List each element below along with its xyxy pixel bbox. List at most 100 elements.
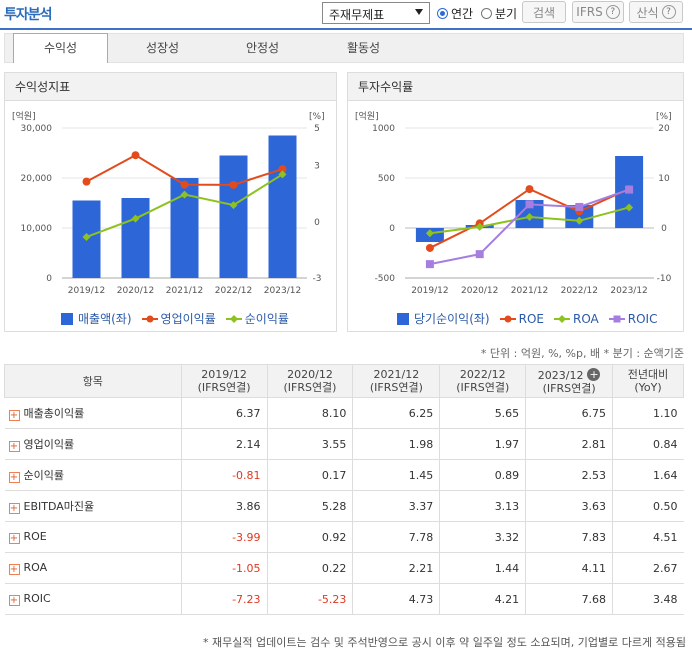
legend-label: 당기순이익(좌): [414, 312, 490, 326]
legend-item-net-margin[interactable]: 순이익률: [225, 310, 289, 327]
tab-stability[interactable]: 안정성: [245, 41, 280, 55]
data-point: [82, 232, 91, 241]
table-cell: 3.32: [439, 521, 526, 553]
table-cell: 7.83: [525, 521, 613, 553]
tab-activity[interactable]: 활동성: [346, 41, 381, 55]
x-tick-label: 2021/12: [511, 286, 548, 296]
table-row: + ROE -3.99 0.92 7.78 3.32 7.83 4.51: [4, 521, 684, 553]
legend-item-sales[interactable]: 매출액(좌): [60, 310, 132, 327]
table-cell: 1.10: [612, 397, 684, 429]
data-point: [180, 180, 189, 189]
expand-row-icon[interactable]: +: [8, 503, 20, 514]
legend-item-roa[interactable]: ROA: [553, 311, 599, 326]
table-cell: 3.37: [352, 490, 440, 522]
column-header: 2019/12 (IFRS연결): [180, 364, 268, 398]
data-point: [475, 250, 484, 259]
right-tick-label: 10: [658, 174, 670, 184]
expand-row-icon[interactable]: +: [8, 595, 20, 606]
bar-swatch-icon: [397, 312, 409, 325]
row-label[interactable]: + 순이익률: [4, 459, 182, 491]
line-swatch-icon: [499, 315, 516, 322]
row-label[interactable]: + EBITDA마진율: [4, 490, 182, 522]
data-point: [525, 185, 534, 194]
search-button[interactable]: 검색: [522, 1, 566, 23]
line-swatch-icon: [553, 314, 570, 323]
legend-item-roic[interactable]: ROIC: [608, 312, 657, 326]
table-cell: 5.28: [266, 490, 353, 522]
right-axis-unit: [%]: [656, 112, 672, 122]
data-point: [425, 260, 434, 269]
profitability-legend: 매출액(좌) 영업이익률 순이익률: [60, 310, 299, 327]
table-header-row: 항목 2019/12 (IFRS연결) 2020/12 (IFRS연결) 2021/12(…: [4, 364, 684, 398]
table-cell: 5.65: [439, 397, 526, 429]
row-label-text: ROE: [23, 530, 47, 543]
statement-select[interactable]: 주재무제표: [322, 2, 430, 24]
left-tick-label: 30,000: [21, 124, 53, 134]
table-cell: -0.81: [180, 459, 268, 491]
table-cell: 0.89: [439, 459, 526, 491]
x-tick-label: 2023/12: [264, 286, 301, 296]
tab-profitability[interactable]: 수익성: [13, 33, 108, 63]
table-cell: -5.23: [266, 583, 353, 615]
right-tick-label: 3: [314, 162, 320, 172]
ifrs-label: IFRS: [576, 5, 603, 19]
table-cell: 0.50: [612, 490, 684, 522]
data-point: [625, 185, 634, 194]
line-swatch-icon: [608, 315, 625, 322]
data-point: [131, 151, 140, 160]
table-row: + ROIC -7.23 -5.23 4.73 4.21 7.68 3.48: [4, 583, 684, 615]
table-cell: 1.98: [352, 428, 440, 460]
radio-quarter-label: 분기: [495, 7, 518, 21]
table-cell: 6.75: [525, 397, 613, 429]
table-cell: 2.67: [612, 552, 684, 584]
row-label[interactable]: + 매출총이익률: [4, 397, 182, 429]
bar-swatch-icon: [61, 312, 73, 325]
table-row: + 영업이익률 2.14 3.55 1.98 1.97 2.81 0.84: [4, 428, 684, 460]
profitability-chart-panel: 수익성지표: [4, 72, 337, 332]
table-cell: 1.64: [612, 459, 684, 491]
row-label[interactable]: + 영업이익률: [4, 428, 182, 460]
radio-quarter[interactable]: 분기: [481, 5, 517, 22]
legend-item-net-income[interactable]: 당기순이익(좌): [396, 310, 490, 327]
legend-label: 매출액(좌): [78, 312, 132, 326]
bar: [219, 155, 248, 278]
row-label-text: 매출총이익률: [23, 407, 85, 420]
radio-annual[interactable]: 연간: [437, 5, 473, 22]
legend-item-op-margin[interactable]: 영업이익률: [141, 310, 216, 327]
legend-label: ROA: [572, 311, 599, 326]
expand-row-icon[interactable]: +: [8, 441, 20, 452]
left-tick-label: 0: [46, 274, 52, 284]
expand-row-icon[interactable]: +: [8, 533, 20, 544]
legend-item-roe[interactable]: ROE: [499, 312, 544, 326]
table-cell: 3.86: [180, 490, 268, 522]
formula-help-button[interactable]: 산식 ?: [629, 1, 683, 23]
right-tick-label: -10: [657, 274, 672, 284]
bar: [121, 198, 150, 278]
column-header: 2023/12 + (IFRS연결): [525, 364, 614, 398]
left-tick-label: 1000: [372, 124, 395, 134]
table-cell: 6.37: [180, 397, 268, 429]
table-cell: 0.84: [612, 428, 684, 460]
expand-row-icon[interactable]: +: [8, 472, 20, 483]
data-point: [625, 203, 634, 212]
column-header: 2022/12 (IFRS연결): [439, 364, 527, 398]
row-label[interactable]: + ROA: [4, 552, 182, 584]
expand-row-icon[interactable]: +: [8, 410, 20, 421]
row-label[interactable]: + ROIC: [4, 583, 182, 615]
expand-row-icon[interactable]: +: [8, 564, 20, 575]
table-cell: 7.68: [525, 583, 613, 615]
help-icon: ?: [605, 5, 620, 19]
data-point: [425, 229, 434, 238]
table-cell: 1.44: [439, 552, 526, 584]
left-tick-label: -500: [375, 274, 396, 284]
indicator-table: 항목 2019/12 (IFRS연결) 2020/12 (IFRS연결) 2021/12(…: [4, 364, 684, 615]
expand-columns-icon[interactable]: +: [587, 367, 601, 381]
legend-label: 영업이익률: [160, 312, 216, 326]
radio-annual-label: 연간: [451, 7, 474, 21]
table-row: + 매출총이익률 6.37 8.10 6.25 5.65 6.75 1.10: [4, 397, 684, 429]
line-swatch-icon: [141, 315, 158, 322]
tab-growth[interactable]: 성장성: [145, 41, 180, 55]
investment-return-chart-panel: 투자수익률: [347, 72, 684, 332]
ifrs-help-button[interactable]: IFRS ?: [572, 1, 624, 23]
row-label[interactable]: + ROE: [4, 521, 182, 553]
